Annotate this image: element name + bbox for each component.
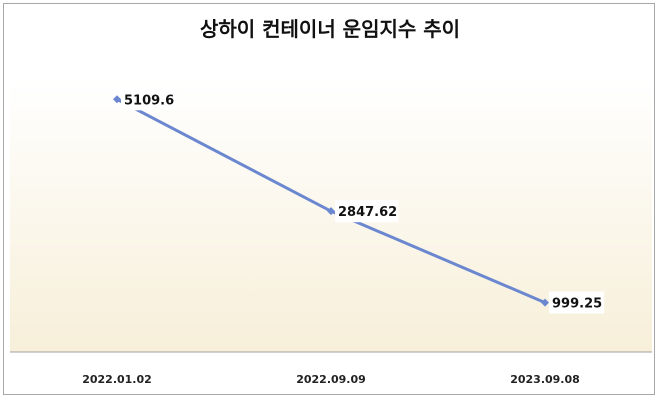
- data-label-background: [549, 291, 605, 314]
- data-label: 5109.6: [124, 93, 174, 108]
- data-label: 999.25: [552, 297, 602, 312]
- x-tick-label: 2022.01.02: [82, 373, 152, 386]
- plot-area: [10, 80, 652, 352]
- data-label: 2847.62: [338, 205, 397, 220]
- data-point-marker: [327, 207, 335, 216]
- data-point-marker: [541, 298, 549, 307]
- x-tick-label: 2023.09.08: [510, 373, 580, 386]
- data-point-marker: [113, 95, 121, 104]
- chart-title: 상하이 컨테이너 운임지수 추이: [200, 17, 460, 41]
- data-label-background: [121, 88, 177, 111]
- x-tick-label: 2022.09.09: [296, 373, 366, 386]
- data-label-background: [335, 200, 399, 223]
